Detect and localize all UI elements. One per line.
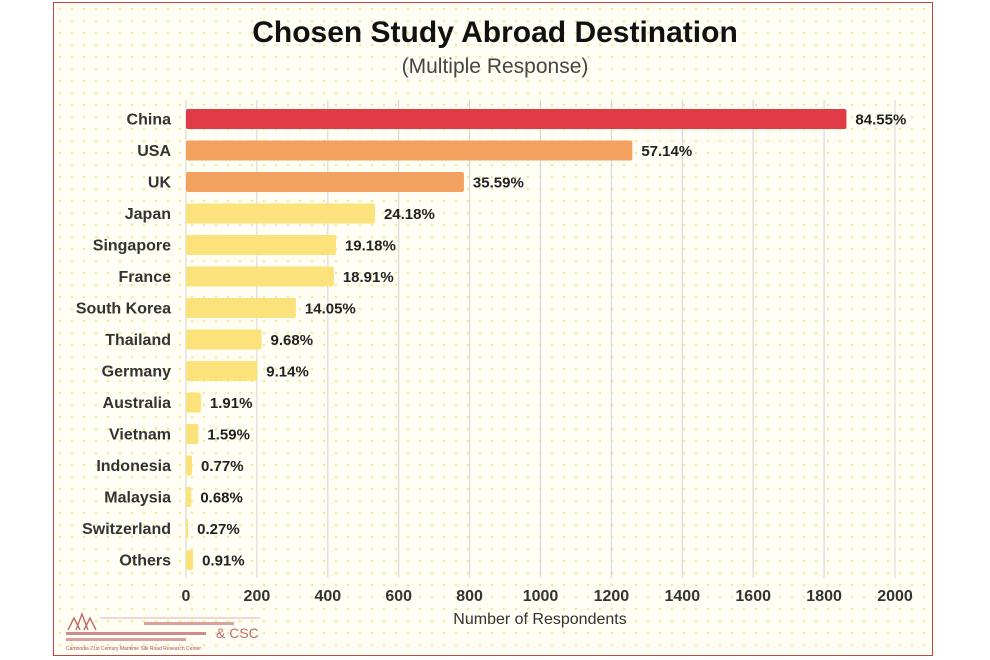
x-tick-label: 200 [244,588,271,605]
category-label: Malaysia [104,490,171,507]
bar [186,550,194,570]
x-tick-label: 1400 [665,588,701,605]
value-label: 84.55% [855,112,906,129]
research-center-logo [66,612,260,641]
x-axis-label: Number of Respondents [453,611,627,628]
value-label: 1.91% [210,395,253,412]
value-label: 9.68% [271,332,314,349]
chart-subtitle: (Multiple Response) [401,55,589,78]
category-label: Australia [103,395,172,412]
bar [186,109,847,129]
x-tick-label: 600 [385,588,412,605]
bar [186,424,199,444]
category-label: USA [137,143,171,160]
category-label: Thailand [105,332,171,349]
x-tick-label: 1800 [806,588,842,605]
gridlines [185,100,896,578]
x-tick-label: 1000 [523,588,559,605]
category-label: Japan [125,206,171,223]
bar [186,298,296,318]
value-label: 0.77% [201,458,244,475]
bar [186,172,464,192]
value-label: 0.68% [200,490,243,507]
category-labels: China USA UK Japan Singapore France South Kore… [76,112,172,570]
logo-partner: & CSC [216,625,259,641]
x-tick-labels: 0 200 400 600 800 1000 1200 1400 1600 1800 2000 [182,588,913,605]
value-label: 35.59% [473,175,524,192]
value-label: 19.18% [345,238,396,255]
x-tick-label: 2000 [877,588,913,605]
bar [186,203,375,224]
bar [186,487,192,507]
value-label: 0.91% [202,553,245,570]
value-label: 18.91% [343,269,394,286]
x-tick-label: 1600 [735,588,771,605]
x-tick-label: 400 [314,588,341,605]
category-label: UK [148,175,172,192]
value-label: 0.27% [197,521,240,538]
category-label: China [127,112,172,129]
category-label: South Korea [76,301,171,318]
bar [186,455,193,476]
category-label: Singapore [93,238,171,255]
bar [186,392,201,413]
category-label: Indonesia [96,458,171,475]
bar [186,329,262,350]
bar [186,140,633,161]
x-tick-label: 800 [456,588,483,605]
value-label: 1.59% [207,427,250,444]
x-tick-label: 0 [182,588,191,605]
category-label: France [119,269,172,286]
category-label: Germany [102,364,171,381]
bar [186,235,336,255]
logo-org-line: Cambodia 21st Century Maritime Silk Road… [66,646,202,652]
bar [186,518,189,539]
value-label: 57.14% [641,143,692,160]
x-tick-label: 1200 [594,588,630,605]
value-label: 14.05% [305,301,356,318]
bar [186,266,334,287]
chart-title: Chosen Study Abroad Destination [252,16,738,49]
category-label: Vietnam [109,427,171,444]
category-label: Switzerland [82,521,171,538]
bar [186,361,258,381]
value-label: 9.14% [266,364,309,381]
value-labels: 84.55% 57.14% 35.59% 24.18% 19.18% 18.91% 14.0… [197,112,906,570]
category-label: Others [119,553,171,570]
bars [186,109,847,570]
value-label: 24.18% [384,206,435,223]
